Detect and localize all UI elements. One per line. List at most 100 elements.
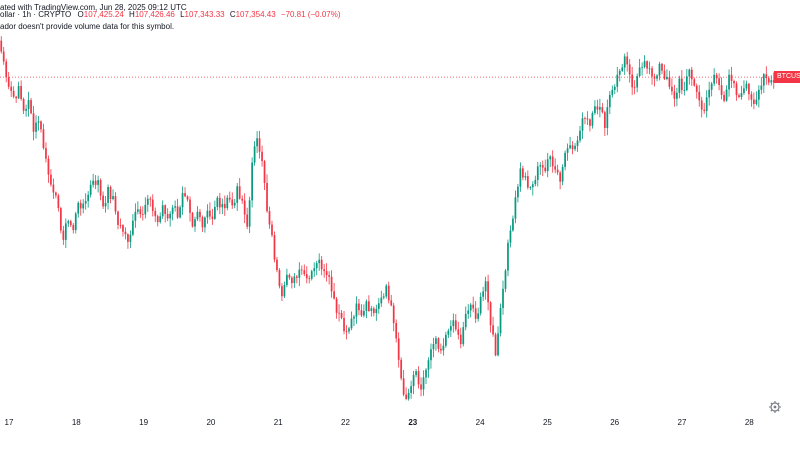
candle-body <box>581 118 584 131</box>
candle-body <box>266 182 268 212</box>
candle-body <box>658 63 661 76</box>
candle-body <box>69 221 72 226</box>
candle-body <box>261 151 263 162</box>
candle-body <box>531 184 534 188</box>
candles-group <box>0 36 775 401</box>
candle-body <box>539 165 542 167</box>
candle-body <box>209 210 211 217</box>
candle-body <box>82 203 85 209</box>
candle-body <box>84 201 87 204</box>
candle-body <box>276 259 278 271</box>
candle-body <box>462 327 465 345</box>
candle-body <box>534 179 537 185</box>
ohlc-legend[interactable]: ollar · 1h · CRYPTO O107,425.24 H107,426… <box>0 10 344 20</box>
candle-body <box>767 78 770 83</box>
candle-body <box>728 74 730 90</box>
candle-body <box>94 180 97 185</box>
candle-body <box>591 113 594 126</box>
candle-body <box>122 225 124 232</box>
candle-body <box>703 109 706 111</box>
settings-icon[interactable] <box>768 400 782 414</box>
candle-body <box>457 329 460 335</box>
candle-body <box>479 296 482 314</box>
candle-body <box>37 121 40 123</box>
candle-body <box>251 162 253 201</box>
candle-body <box>25 108 27 111</box>
candle-body <box>596 106 599 110</box>
candle-body <box>410 386 412 393</box>
candle-body <box>199 211 201 218</box>
candle-body <box>268 211 271 225</box>
open-label: O <box>77 10 84 19</box>
candle-body <box>509 230 512 243</box>
candle-body <box>189 199 191 213</box>
candle-body <box>350 318 353 329</box>
candle-body <box>370 308 373 311</box>
candle-body <box>194 219 196 227</box>
candle-body <box>536 166 539 180</box>
candle-body <box>656 75 658 79</box>
candle-body <box>710 83 713 90</box>
candle-body <box>651 68 653 77</box>
candle-body <box>735 83 738 96</box>
candle-body <box>427 360 430 370</box>
candle-body <box>226 197 229 209</box>
candle-body <box>601 107 604 113</box>
candle-body <box>303 270 306 275</box>
candle-body <box>119 224 122 226</box>
candle-body <box>449 326 452 331</box>
candle-body <box>146 198 149 205</box>
candle-body <box>494 334 497 356</box>
candle-body <box>517 186 519 198</box>
candle-body <box>139 209 142 215</box>
candle-body <box>243 200 246 215</box>
candle-body <box>564 152 566 167</box>
candle-body <box>772 80 775 83</box>
candle-body <box>603 112 606 128</box>
candle-body <box>541 165 544 168</box>
candle-body <box>201 217 204 228</box>
candle-body <box>579 130 581 141</box>
candle-body <box>698 91 701 101</box>
candle-body <box>561 166 564 182</box>
candle-body <box>377 303 380 309</box>
candle-body <box>452 320 455 327</box>
candle-body <box>206 210 209 218</box>
candle-body <box>606 107 609 128</box>
x-axis[interactable]: 17 18 19 20 21 22 23 24 25 26 27 28 <box>5 418 755 427</box>
candle-body <box>690 69 693 80</box>
candle-body <box>472 304 475 309</box>
candle-body <box>169 213 172 219</box>
candle-body <box>738 95 740 98</box>
candle-body <box>621 67 624 71</box>
candle-body <box>574 145 576 150</box>
candle-body <box>114 196 117 212</box>
candle-body <box>487 281 489 303</box>
candle-body <box>502 288 504 309</box>
candle-body <box>99 180 102 196</box>
candle-body <box>330 276 333 292</box>
candle-body <box>740 93 743 98</box>
candle-body <box>618 70 621 75</box>
candle-body <box>117 211 119 225</box>
candle-body <box>755 99 758 104</box>
candle-body <box>176 206 179 218</box>
price-badge[interactable]: BTCUSD <box>774 71 800 84</box>
candle-body <box>484 281 487 292</box>
candle-body <box>616 74 619 87</box>
candle-body <box>380 297 383 304</box>
candle-body <box>204 217 206 228</box>
candle-body <box>770 80 773 83</box>
candle-body <box>608 94 611 108</box>
candle-body <box>283 284 286 297</box>
candle-body <box>295 276 298 278</box>
candle-body <box>236 186 239 203</box>
candle-body <box>47 158 50 175</box>
candle-body <box>730 74 733 81</box>
candle-body <box>631 74 634 88</box>
candle-body <box>315 263 318 269</box>
candle-body <box>253 146 256 163</box>
candle-body <box>683 90 686 91</box>
